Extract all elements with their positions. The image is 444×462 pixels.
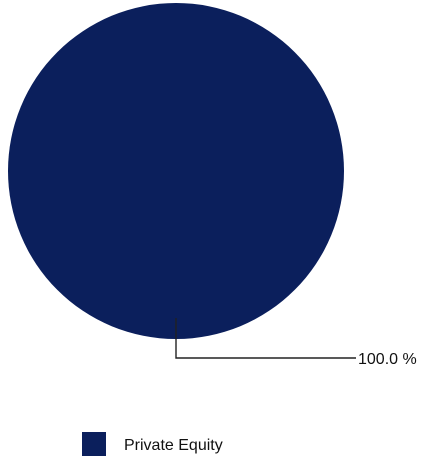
leader-line-1 (175, 318, 356, 359)
data-labels: 100.0 % (358, 351, 417, 368)
pie-slices (8, 3, 344, 339)
legend-swatch-1 (82, 432, 106, 456)
pie-slice-1 (8, 3, 344, 339)
legend: Private Equity (82, 432, 223, 456)
leader-lines (175, 318, 356, 359)
legend-label-1: Private Equity (124, 437, 223, 454)
data-label-1: 100.0 % (358, 351, 417, 368)
